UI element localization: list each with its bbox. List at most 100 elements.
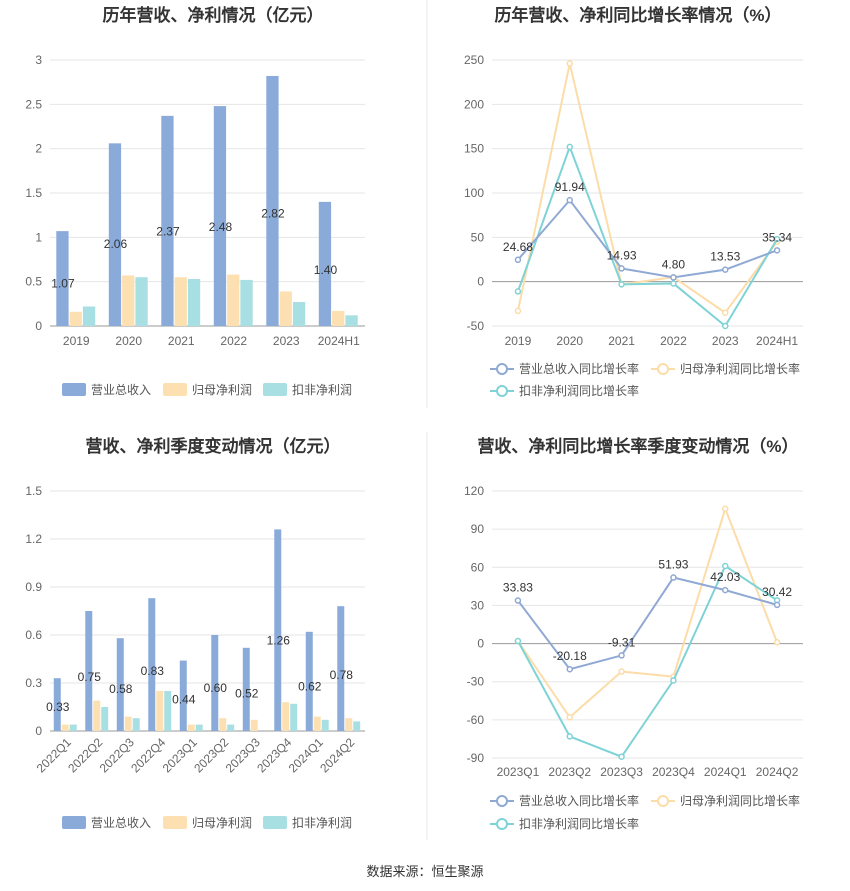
chart2-point-series2 [514, 307, 522, 315]
chart1-y-tick-label: 1 [35, 230, 42, 244]
chart3-data-label: 0.52 [235, 687, 259, 701]
chart1-data-label: 2.82 [261, 206, 285, 220]
chart3-bar-series2 [282, 702, 290, 731]
chart1-bar-series2 [69, 311, 82, 326]
chart1-legend-label: 归母净利润 [192, 383, 252, 397]
chart2-legend-label: 归母净利润同比增长率 [680, 361, 800, 376]
chart3-bar-series3 [164, 691, 172, 731]
chart1-bar-series1 [56, 231, 69, 326]
chart3-bar-series2 [187, 724, 195, 731]
chart3-y-tick-label: 1.5 [25, 484, 42, 498]
chart4-x-tick-label: 2023Q4 [652, 765, 695, 779]
chart3-y-tick-label: 0 [35, 724, 42, 738]
chart2-point-series1 [670, 274, 677, 281]
chart3-legend-swatch [263, 816, 287, 829]
chart3-bar-series2 [345, 718, 353, 731]
chart3-bar-series1 [337, 606, 345, 731]
chart4-y-tick-label: 60 [471, 560, 485, 574]
chart2-x-tick-label: 2024H1 [756, 334, 798, 348]
chart4-x-tick-label: 2024Q1 [704, 765, 747, 779]
chart4-y-tick-label: 90 [471, 522, 485, 536]
chart3-bar-series1 [148, 598, 156, 731]
chart4-point-series1 [670, 574, 677, 581]
data-source-footer: 数据来源：恒生聚源 [366, 864, 483, 879]
chart4-data-label: -9.31 [608, 635, 636, 649]
chart3-bar-series2 [61, 724, 69, 731]
chart1-bar-series3 [82, 306, 96, 326]
chart1-title: 历年营收、净利情况（亿元） [103, 5, 324, 25]
chart2-y-tick-label: 250 [464, 53, 484, 67]
chart4-legend-label: 扣非净利润同比增长率 [519, 816, 639, 831]
chart3-bar-series2 [124, 716, 132, 731]
chart4-data-label: 30.42 [762, 585, 792, 599]
chart1-bar-series3 [135, 277, 148, 326]
chart3-bar-series3 [101, 707, 109, 731]
chart3-bar-series3 [321, 719, 329, 731]
chart4-y-tick-label: 0 [477, 637, 484, 651]
chart3-legend-swatch [62, 816, 86, 829]
chart3-x-tick-label: 2024Q2 [317, 735, 357, 775]
chart3-legend-swatch [163, 816, 187, 829]
chart2-point-series3 [773, 235, 781, 243]
chart2-point-series1 [514, 256, 522, 264]
chart4-line-series3 [517, 564, 778, 758]
chart4-point-series1 [773, 601, 781, 609]
chart2-legend-marker [496, 385, 508, 397]
chart3-legend-label: 扣非净利润 [292, 816, 352, 830]
chart1-y-tick-label: 0 [35, 319, 42, 333]
chart4-x-tick-label: 2024Q2 [756, 765, 799, 779]
chart4-point-series2 [722, 505, 729, 513]
chart1-bar-series1 [213, 106, 227, 326]
chart2-x-tick-label: 2021 [608, 334, 635, 348]
chart2-legend-label: 营业总收入同比增长率 [519, 361, 639, 376]
chart4-legend-label: 营业总收入同比增长率 [519, 793, 639, 808]
chart3-bar-series3 [195, 724, 203, 731]
chart4-point-series1 [514, 597, 522, 604]
chart3-title: 营收、净利季度变动情况（亿元） [86, 436, 341, 456]
chart1-x-tick-label: 2020 [115, 334, 142, 348]
chart1-x-tick-label: 2022 [220, 334, 247, 348]
chart3-bar-series1 [85, 611, 93, 731]
chart4-point-series3 [670, 677, 677, 684]
chart1-bar-series1 [161, 115, 174, 326]
chart1-bar-series3 [345, 315, 358, 326]
chart4-point-series2 [773, 639, 781, 646]
chart4-line-series1 [517, 576, 778, 671]
chart4-point-series1 [566, 665, 573, 673]
chart2-line-series1 [517, 198, 778, 279]
chart2-line-series3 [516, 143, 778, 328]
chart2-data-label: 24.68 [503, 240, 533, 254]
chart3-bar-series2 [250, 719, 258, 731]
chart1-legend-swatch [62, 383, 86, 396]
chart4-point-series3 [514, 637, 522, 645]
chart3-legend-label: 归母净利润 [192, 816, 252, 830]
chart4-y-tick-label: -60 [467, 713, 485, 727]
chart3-bar-series3 [353, 721, 361, 731]
chart1-x-tick-label: 2021 [168, 334, 195, 348]
chart4-y-tick-label: 120 [464, 484, 484, 498]
chart2-point-series1 [566, 196, 573, 204]
chart4-data-label: 33.83 [503, 581, 533, 595]
chart1-data-label: 2.37 [156, 224, 180, 238]
chart3-bar-series2 [156, 691, 164, 731]
chart2-x-tick-label: 2019 [505, 334, 532, 348]
chart4-x-tick-label: 2023Q1 [497, 765, 540, 779]
chart4-legend-label: 归母净利润同比增长率 [680, 793, 800, 808]
chart2-legend-label: 扣非净利润同比增长率 [519, 383, 639, 398]
chart4-data-label: 51.93 [658, 558, 688, 572]
chart2-title: 历年营收、净利同比增长率情况（%） [494, 5, 781, 25]
chart2-point-series1 [722, 266, 729, 273]
chart1-y-tick-label: 2 [35, 142, 42, 156]
chart3-legend-label: 营业总收入 [91, 816, 151, 830]
chart3-bar-series1 [274, 529, 282, 731]
chart4-title: 营收、净利同比增长率季度变动情况（%） [477, 436, 798, 456]
chart4-legend-marker [496, 795, 508, 807]
chart1-bar-series2 [174, 277, 187, 326]
chart2-point-series3 [618, 281, 625, 288]
chart1-legend-swatch [263, 383, 287, 396]
chart1-bar-series3 [292, 302, 306, 326]
chart3-y-tick-label: 0.3 [25, 676, 42, 690]
chart2-y-tick-label: 100 [464, 186, 484, 200]
chart3-bar-series1 [116, 638, 124, 731]
chart4-x-tick-label: 2023Q2 [548, 765, 591, 779]
